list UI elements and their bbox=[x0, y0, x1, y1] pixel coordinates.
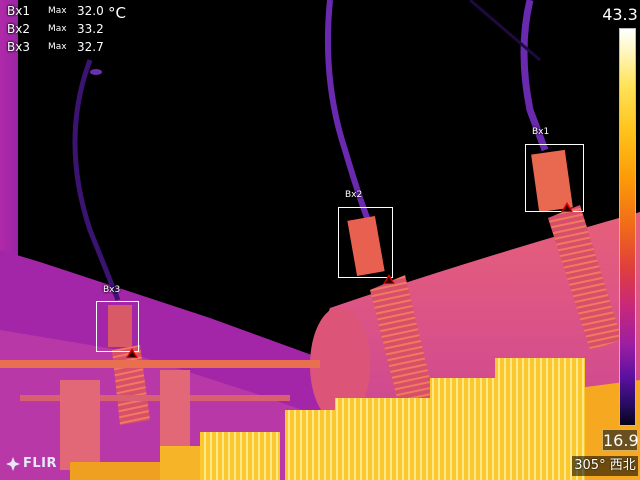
wire-insulator bbox=[90, 69, 102, 75]
wire-bx3 bbox=[75, 60, 118, 300]
measurement-table: Bx1 Max 32.0 Bx2 Max 33.2 Bx3 Max 32.7 °… bbox=[0, 0, 140, 60]
temperature-unit: °C bbox=[108, 4, 126, 22]
temperature-scale-bar bbox=[619, 28, 636, 426]
radiator-fin-3 bbox=[430, 378, 495, 480]
radiator-fin-1 bbox=[285, 410, 335, 480]
measurement-value: 32.0 bbox=[77, 4, 104, 18]
hot-spot-marker-bx1 bbox=[561, 202, 573, 212]
radiator-fin-6 bbox=[160, 446, 200, 480]
measurement-box-bx2[interactable] bbox=[338, 207, 393, 278]
measurement-value: 33.2 bbox=[77, 22, 104, 36]
measurement-stat: Max bbox=[48, 42, 67, 52]
box-label-bx3: Bx3 bbox=[103, 285, 120, 295]
pipe-1 bbox=[0, 360, 320, 368]
flir-logo: FLIR bbox=[6, 456, 57, 476]
insulator-a bbox=[60, 380, 100, 470]
flir-logo-text: FLIR bbox=[23, 456, 57, 471]
box-label-bx1: Bx1 bbox=[532, 127, 549, 137]
measurement-stat: Max bbox=[48, 6, 67, 16]
measurement-label: Bx3 bbox=[7, 40, 30, 54]
measurement-box-bx1[interactable] bbox=[525, 144, 584, 212]
flir-logo-icon bbox=[6, 457, 20, 471]
hot-spot-marker-bx3 bbox=[126, 348, 138, 358]
radiator-fin-7 bbox=[70, 462, 160, 480]
hot-spot-marker-bx2 bbox=[383, 274, 395, 284]
measurement-label: Bx1 bbox=[7, 4, 30, 18]
radiator-fin-2 bbox=[335, 398, 430, 480]
scale-min-value: 16.9 bbox=[602, 429, 638, 451]
measurement-label: Bx2 bbox=[7, 22, 30, 36]
radiator-fin-5 bbox=[200, 432, 280, 480]
measurement-value: 32.7 bbox=[77, 40, 104, 54]
compass-heading: 305° 西北 bbox=[572, 456, 638, 476]
measurement-stat: Max bbox=[48, 24, 67, 34]
wire-bx2 bbox=[328, 0, 368, 220]
measurement-box-bx3[interactable] bbox=[96, 301, 139, 352]
box-label-bx2: Bx2 bbox=[345, 190, 362, 200]
scale-max-value: 43.3 bbox=[602, 5, 638, 24]
